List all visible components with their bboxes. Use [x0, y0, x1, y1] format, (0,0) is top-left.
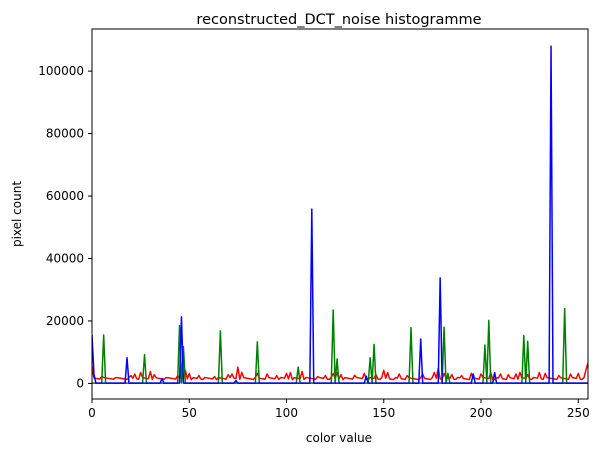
x-tick-label: 250: [567, 406, 590, 420]
x-axis-label: color value: [306, 431, 372, 445]
y-tick-label: 20000: [46, 314, 84, 328]
x-tick-label: 50: [182, 406, 197, 420]
series-line-0: [92, 362, 588, 381]
series-line-1: [92, 307, 588, 384]
y-axis-ticks: 0 20000 40000 60000 80000 100000: [38, 64, 92, 390]
y-tick-label: 0: [76, 376, 84, 390]
y-tick-label: 40000: [46, 251, 84, 265]
x-tick-label: 200: [470, 406, 493, 420]
y-axis-label: pixel count: [10, 181, 24, 247]
x-tick-label: 0: [88, 406, 96, 420]
y-tick-label: 60000: [46, 189, 84, 203]
y-tick-label: 80000: [46, 127, 84, 141]
plot-lines: [92, 45, 588, 384]
plot-frame: [91, 28, 589, 400]
x-axis-ticks: 0 50 100 150 200 250: [88, 399, 590, 420]
chart-title: reconstructed_DCT_noise histogramme: [196, 12, 481, 28]
y-tick-label: 100000: [38, 64, 84, 78]
series-line-2: [92, 45, 588, 384]
x-tick-label: 150: [372, 406, 395, 420]
x-tick-label: 100: [275, 406, 298, 420]
